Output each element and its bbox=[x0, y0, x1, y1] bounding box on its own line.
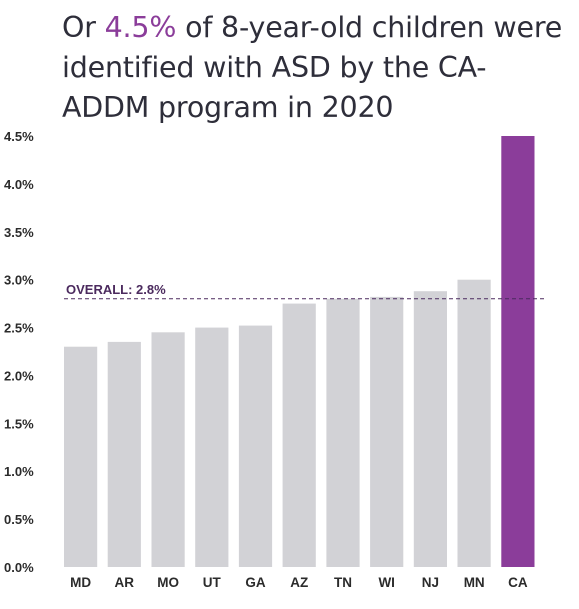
y-tick-label: 4.5% bbox=[4, 129, 34, 144]
bar-mo bbox=[151, 332, 185, 567]
x-tick-label: CA bbox=[508, 575, 528, 590]
y-tick-label: 0.5% bbox=[4, 512, 34, 527]
bar-tn bbox=[326, 298, 360, 567]
x-tick-label: MD bbox=[70, 575, 91, 590]
y-tick-label: 4.0% bbox=[4, 177, 34, 192]
x-tick-label: AZ bbox=[290, 575, 308, 590]
y-tick-label: 0.0% bbox=[4, 560, 34, 575]
y-axis-ticks: 0.0% 0.5% 1.0% 1.5% 2.0% 2.5% 3.0% 3.5% 4.0% 4.5% bbox=[4, 129, 34, 575]
title-highlight: 4.5% bbox=[104, 11, 177, 44]
bar-nj bbox=[413, 291, 447, 567]
bars bbox=[64, 136, 535, 567]
x-tick-label: UT bbox=[203, 575, 222, 590]
y-tick-label: 3.0% bbox=[4, 273, 34, 288]
x-axis-labels: MD AR MO UT GA AZ TN WI NJ MN CA bbox=[70, 575, 528, 590]
y-tick-label: 2.0% bbox=[4, 368, 34, 383]
bar-ar bbox=[107, 341, 141, 567]
x-tick-label: MO bbox=[157, 575, 179, 590]
bar-az bbox=[282, 303, 316, 567]
y-tick-label: 1.0% bbox=[4, 464, 34, 479]
reference-line-group: OVERALL: 2.8% bbox=[64, 282, 545, 300]
bar-ut bbox=[195, 327, 229, 567]
x-tick-label: WI bbox=[378, 575, 395, 590]
y-tick-label: 3.5% bbox=[4, 225, 34, 240]
bar-ga bbox=[238, 325, 273, 567]
bar-wi bbox=[370, 296, 404, 567]
overall-reference-label: OVERALL: 2.8% bbox=[66, 282, 166, 297]
x-tick-label: MN bbox=[464, 575, 485, 590]
x-tick-label: NJ bbox=[422, 575, 439, 590]
bar-ca bbox=[501, 136, 535, 567]
x-tick-label: AR bbox=[115, 575, 135, 590]
x-tick-label: TN bbox=[334, 575, 352, 590]
bar-md bbox=[64, 346, 98, 567]
x-tick-label: GA bbox=[245, 575, 266, 590]
y-tick-label: 2.5% bbox=[4, 321, 34, 336]
chart-title: Or 4.5% of 8-year-old children were iden… bbox=[62, 8, 572, 128]
bar-mn bbox=[457, 279, 491, 567]
y-tick-label: 1.5% bbox=[4, 416, 34, 431]
title-suffix: of 8-year-old children were identified w… bbox=[62, 11, 563, 124]
title-prefix: Or bbox=[62, 11, 105, 44]
